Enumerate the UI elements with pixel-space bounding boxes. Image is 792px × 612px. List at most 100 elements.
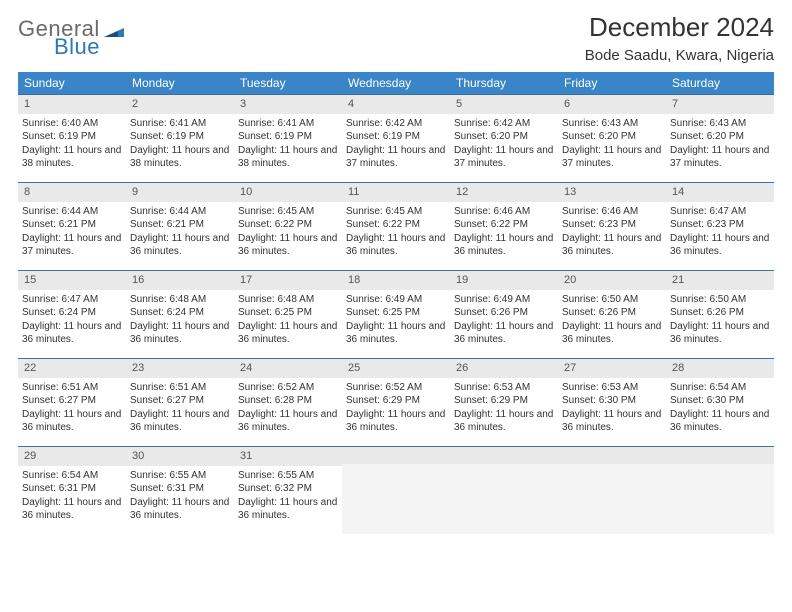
sunrise-line: Sunrise: 6:55 AM [238, 469, 338, 483]
brand-logo: General Blue [18, 12, 124, 58]
daylight-line: Daylight: 11 hours and 38 minutes. [22, 144, 122, 171]
day-cell: 31Sunrise: 6:55 AMSunset: 6:32 PMDayligh… [234, 446, 342, 534]
page-header: General Blue December 2024 Bode Saadu, K… [18, 12, 774, 64]
sunset-line: Sunset: 6:20 PM [454, 130, 554, 144]
day-cell: 6Sunrise: 6:43 AMSunset: 6:20 PMDaylight… [558, 94, 666, 182]
day-body: Sunrise: 6:45 AMSunset: 6:22 PMDaylight:… [234, 202, 342, 265]
sunrise-line: Sunrise: 6:43 AM [562, 117, 662, 131]
day-number: 1 [18, 95, 126, 114]
sunrise-line: Sunrise: 6:41 AM [130, 117, 230, 131]
day-number: 12 [450, 183, 558, 202]
day-number: 2 [126, 95, 234, 114]
day-number: 28 [666, 359, 774, 378]
day-body: Sunrise: 6:41 AMSunset: 6:19 PMDaylight:… [126, 114, 234, 177]
day-number: 20 [558, 271, 666, 290]
empty-cell [342, 446, 450, 534]
day-number: 3 [234, 95, 342, 114]
calendar-grid: SundayMondayTuesdayWednesdayThursdayFrid… [18, 72, 774, 534]
daylight-line: Daylight: 11 hours and 36 minutes. [670, 232, 770, 259]
sunrise-line: Sunrise: 6:46 AM [562, 205, 662, 219]
flag-icon [104, 23, 124, 37]
day-body: Sunrise: 6:47 AMSunset: 6:23 PMDaylight:… [666, 202, 774, 265]
daylight-line: Daylight: 11 hours and 36 minutes. [454, 408, 554, 435]
day-cell: 21Sunrise: 6:50 AMSunset: 6:26 PMDayligh… [666, 270, 774, 358]
sunset-line: Sunset: 6:28 PM [238, 394, 338, 408]
sunrise-line: Sunrise: 6:51 AM [22, 381, 122, 395]
sunset-line: Sunset: 6:26 PM [670, 306, 770, 320]
sunset-line: Sunset: 6:19 PM [346, 130, 446, 144]
sunset-line: Sunset: 6:19 PM [22, 130, 122, 144]
day-number: 17 [234, 271, 342, 290]
day-cell: 14Sunrise: 6:47 AMSunset: 6:23 PMDayligh… [666, 182, 774, 270]
daylight-line: Daylight: 11 hours and 36 minutes. [238, 320, 338, 347]
daylight-line: Daylight: 11 hours and 37 minutes. [454, 144, 554, 171]
day-cell: 26Sunrise: 6:53 AMSunset: 6:29 PMDayligh… [450, 358, 558, 446]
sunrise-line: Sunrise: 6:40 AM [22, 117, 122, 131]
sunrise-line: Sunrise: 6:45 AM [346, 205, 446, 219]
sunset-line: Sunset: 6:26 PM [454, 306, 554, 320]
sunset-line: Sunset: 6:23 PM [562, 218, 662, 232]
day-cell: 29Sunrise: 6:54 AMSunset: 6:31 PMDayligh… [18, 446, 126, 534]
sunset-line: Sunset: 6:29 PM [346, 394, 446, 408]
day-body: Sunrise: 6:52 AMSunset: 6:29 PMDaylight:… [342, 378, 450, 441]
title-block: December 2024 Bode Saadu, Kwara, Nigeria [585, 12, 774, 64]
sunset-line: Sunset: 6:21 PM [22, 218, 122, 232]
sunrise-line: Sunrise: 6:53 AM [454, 381, 554, 395]
sunset-line: Sunset: 6:23 PM [670, 218, 770, 232]
day-body: Sunrise: 6:46 AMSunset: 6:22 PMDaylight:… [450, 202, 558, 265]
day-cell: 7Sunrise: 6:43 AMSunset: 6:20 PMDaylight… [666, 94, 774, 182]
day-body: Sunrise: 6:48 AMSunset: 6:25 PMDaylight:… [234, 290, 342, 353]
day-cell: 9Sunrise: 6:44 AMSunset: 6:21 PMDaylight… [126, 182, 234, 270]
day-cell: 15Sunrise: 6:47 AMSunset: 6:24 PMDayligh… [18, 270, 126, 358]
sunrise-line: Sunrise: 6:52 AM [346, 381, 446, 395]
empty-cell [666, 446, 774, 534]
day-cell: 1 Sunrise: 6:40 AMSunset: 6:19 PMDaylight… [18, 94, 126, 182]
day-body: Sunrise: 6:43 AMSunset: 6:20 PMDaylight:… [666, 114, 774, 177]
day-body: Sunrise: 6:48 AMSunset: 6:24 PMDaylight:… [126, 290, 234, 353]
sunrise-line: Sunrise: 6:49 AM [346, 293, 446, 307]
day-cell: 30Sunrise: 6:55 AMSunset: 6:31 PMDayligh… [126, 446, 234, 534]
day-number: 15 [18, 271, 126, 290]
daylight-line: Daylight: 11 hours and 36 minutes. [130, 408, 230, 435]
day-number: 9 [126, 183, 234, 202]
daylight-line: Daylight: 11 hours and 36 minutes. [346, 232, 446, 259]
sunset-line: Sunset: 6:19 PM [238, 130, 338, 144]
day-cell: 19Sunrise: 6:49 AMSunset: 6:26 PMDayligh… [450, 270, 558, 358]
daylight-line: Daylight: 11 hours and 36 minutes. [670, 408, 770, 435]
day-number: 24 [234, 359, 342, 378]
day-number: 4 [342, 95, 450, 114]
day-number: 19 [450, 271, 558, 290]
day-body: Sunrise: 6:46 AMSunset: 6:23 PMDaylight:… [558, 202, 666, 265]
day-number: 5 [450, 95, 558, 114]
sunrise-line: Sunrise: 6:42 AM [346, 117, 446, 131]
sunrise-line: Sunrise: 6:47 AM [22, 293, 122, 307]
sunset-line: Sunset: 6:27 PM [22, 394, 122, 408]
sunrise-line: Sunrise: 6:52 AM [238, 381, 338, 395]
daylight-line: Daylight: 11 hours and 36 minutes. [238, 496, 338, 523]
daylight-line: Daylight: 11 hours and 36 minutes. [562, 408, 662, 435]
daylight-line: Daylight: 11 hours and 36 minutes. [238, 408, 338, 435]
day-number: 30 [126, 447, 234, 466]
day-cell: 24 Sunrise: 6:52 AMSunset: 6:28 PMDayligh… [234, 358, 342, 446]
day-body: Sunrise: 6:44 AMSunset: 6:21 PMDaylight:… [126, 202, 234, 265]
day-cell: 27Sunrise: 6:53 AMSunset: 6:30 PMDayligh… [558, 358, 666, 446]
empty-cell [450, 446, 558, 534]
day-cell: 23Sunrise: 6:51 AMSunset: 6:27 PMDayligh… [126, 358, 234, 446]
sunset-line: Sunset: 6:24 PM [130, 306, 230, 320]
day-body: Sunrise: 6:50 AMSunset: 6:26 PMDaylight:… [666, 290, 774, 353]
day-body: Sunrise: 6:50 AMSunset: 6:26 PMDaylight:… [558, 290, 666, 353]
sunset-line: Sunset: 6:32 PM [238, 482, 338, 496]
day-number: 27 [558, 359, 666, 378]
sunset-line: Sunset: 6:31 PM [22, 482, 122, 496]
weekday-header: Wednesday [342, 72, 450, 94]
day-cell: 11Sunrise: 6:45 AMSunset: 6:22 PMDayligh… [342, 182, 450, 270]
daylight-line: Daylight: 11 hours and 36 minutes. [562, 232, 662, 259]
daylight-line: Daylight: 11 hours and 36 minutes. [130, 320, 230, 347]
day-number: 16 [126, 271, 234, 290]
daylight-line: Daylight: 11 hours and 37 minutes. [562, 144, 662, 171]
sunset-line: Sunset: 6:29 PM [454, 394, 554, 408]
sunrise-line: Sunrise: 6:53 AM [562, 381, 662, 395]
weekday-header: Thursday [450, 72, 558, 94]
day-number: 29 [18, 447, 126, 466]
day-body: Sunrise: 6:54 AMSunset: 6:30 PMDaylight:… [666, 378, 774, 441]
